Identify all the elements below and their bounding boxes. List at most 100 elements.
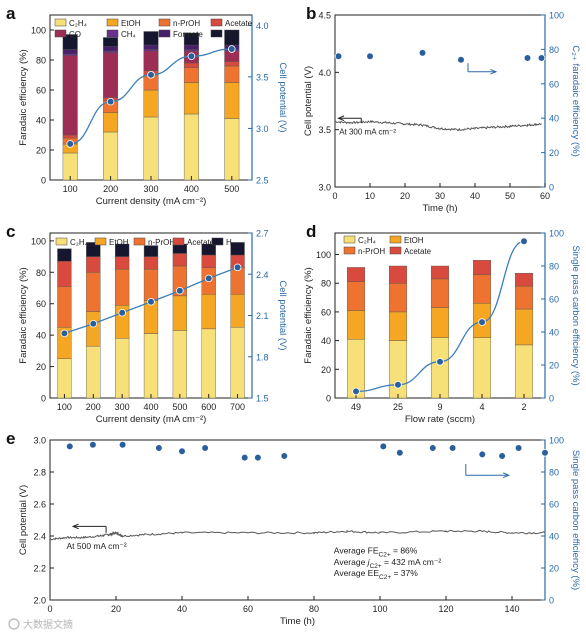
legend-swatch-EtOH <box>94 237 107 246</box>
legend-label: Formate <box>173 30 203 39</box>
x-tick-label: 0 <box>332 191 337 201</box>
y2-tick-label: 2.7 <box>256 229 269 239</box>
trend-marker <box>176 286 184 295</box>
y-tick-label: 0 <box>326 394 331 404</box>
bar-segment-CH4 <box>143 49 159 52</box>
efficiency-marker <box>201 444 209 452</box>
fe-axis-arrow-head <box>490 68 498 75</box>
bar-segment-Acetate <box>346 267 366 282</box>
stat-j: Average jC2+ = 432 mA cm⁻² <box>334 557 442 570</box>
panel-letter: c <box>6 222 15 241</box>
y-axis-label: Cell potential (V) <box>303 66 314 136</box>
x-tick-label: 120 <box>438 604 453 614</box>
y2-tick-label: 20 <box>549 148 559 158</box>
bar-segment-Acetate <box>183 62 199 68</box>
bar-segment-Formate <box>183 44 199 50</box>
legend-label: Acetate <box>225 19 253 28</box>
y2-tick-label: 2.4 <box>256 270 269 280</box>
efficiency-marker <box>523 54 532 62</box>
efficiency-marker <box>428 444 437 452</box>
bar-segment-nPrOH <box>388 283 408 313</box>
potential-axis-arrow-head <box>337 115 345 121</box>
x-tick-label: 60 <box>540 191 550 201</box>
x-tick-label: 50 <box>505 191 515 201</box>
efficiency-marker <box>514 444 523 452</box>
y2-tick-label: 1.8 <box>256 352 269 362</box>
bar-segment-nPrOH <box>514 285 534 310</box>
plot-frame <box>334 14 546 188</box>
y-tick-label: 100 <box>31 26 46 36</box>
x-tick-label: 20 <box>400 191 410 201</box>
bar-segment-EtOH <box>230 294 245 328</box>
legend-label: C₂H₄ <box>358 236 376 245</box>
legend-label: CO <box>69 30 81 39</box>
bar-segment-CH4 <box>183 49 199 52</box>
legend-swatch-C2H4 <box>343 235 356 244</box>
bar-segment-C2H4 <box>201 328 216 399</box>
x-tick-label: 80 <box>309 604 319 614</box>
legend-swatch-C2H4 <box>54 18 67 27</box>
bar-segment-EtOH <box>430 307 450 338</box>
efficiency-marker <box>537 54 546 62</box>
legend-swatch-H2 <box>210 29 223 38</box>
legend-label: H₂ <box>225 30 234 39</box>
bar-segment-CH4 <box>62 53 78 56</box>
trend-marker <box>352 387 360 396</box>
bar-segment-Acetate <box>62 134 78 139</box>
bar-segment-EtOH <box>388 311 408 341</box>
panel-e-chart: 2.0 2.2 2.4 2.6 2.8 3.0 0 20 40 60 80 100 Time (h) Ce… <box>6 429 581 627</box>
panel-a-chart: 0 20 40 60 80 100 2.5 3.0 3.5 4.0 Current density … <box>6 4 288 207</box>
bar-segment-Acetate <box>472 260 492 275</box>
trend-marker <box>478 318 486 326</box>
x-tick-label: 140 <box>504 604 519 614</box>
bar-segment-nPrOH <box>115 268 130 306</box>
current-annotation: At 500 mA cm⁻² <box>67 541 127 551</box>
x-tick-label: 300 <box>115 402 130 412</box>
bar-segment-C2H4 <box>183 113 199 181</box>
x-axis-label: Current density (mA cm⁻²) <box>96 196 207 207</box>
y2-tick-label: 80 <box>549 262 559 272</box>
bar-segment-nPrOH <box>183 67 199 83</box>
bar-segment-C2H4 <box>224 118 240 181</box>
bar-segment-H2 <box>224 29 240 46</box>
efficiency-marker <box>118 440 127 449</box>
watermark: 大数据文摘 <box>8 618 73 631</box>
potential-axis-arrow-head <box>71 523 79 530</box>
bar-segment-EtOH <box>514 308 534 346</box>
legend-swatch-nPrOH <box>343 246 356 255</box>
x-axis-label: Time (h) <box>422 203 457 214</box>
bar-segment-EtOH <box>224 82 240 119</box>
potential-trace <box>334 119 542 132</box>
bar-segment-C2H4 <box>143 333 159 399</box>
bar-segment-EtOH <box>346 310 366 340</box>
x-tick-label: 100 <box>57 402 72 412</box>
y-tick-label: 2.2 <box>33 564 46 574</box>
legend-swatch-Acetate <box>172 237 185 246</box>
stat-j-value: = 432 mA cm⁻² <box>382 557 442 567</box>
bar-segment-nPrOH <box>430 278 450 308</box>
efficiency-marker <box>280 452 289 460</box>
efficiency-marker <box>418 49 427 57</box>
x-tick-label: 200 <box>86 402 101 412</box>
x-tick-label: 20 <box>111 604 121 614</box>
x-axis-label: Time (h) <box>280 616 315 627</box>
stat-j-label: Average <box>334 557 368 567</box>
bar-segment-Formate <box>62 49 78 55</box>
stat-ee-label: Average EE <box>334 568 380 578</box>
stat-fe: Average FEC2+ = 86% <box>334 546 418 559</box>
y2-tick-label: 0 <box>549 394 554 404</box>
efficiency-marker <box>379 442 388 451</box>
bar-segment-Acetate <box>388 265 408 284</box>
trend-marker <box>60 329 69 338</box>
bar-segment-Acetate <box>224 61 240 67</box>
bar-segment-EtOH <box>172 295 187 331</box>
legend-label: CH₄ <box>121 30 136 39</box>
y2-tick-label: 2.1 <box>256 311 269 321</box>
bar-segment-C2H4 <box>472 337 492 399</box>
bar-segment-H2 <box>201 243 216 256</box>
legend-swatch-Formate <box>158 29 171 38</box>
legend-swatch-CH4 <box>106 29 119 38</box>
x-tick-label: 25 <box>393 402 403 412</box>
y2-tick-label: 100 <box>549 436 564 446</box>
y2-tick-label: 20 <box>549 564 559 574</box>
